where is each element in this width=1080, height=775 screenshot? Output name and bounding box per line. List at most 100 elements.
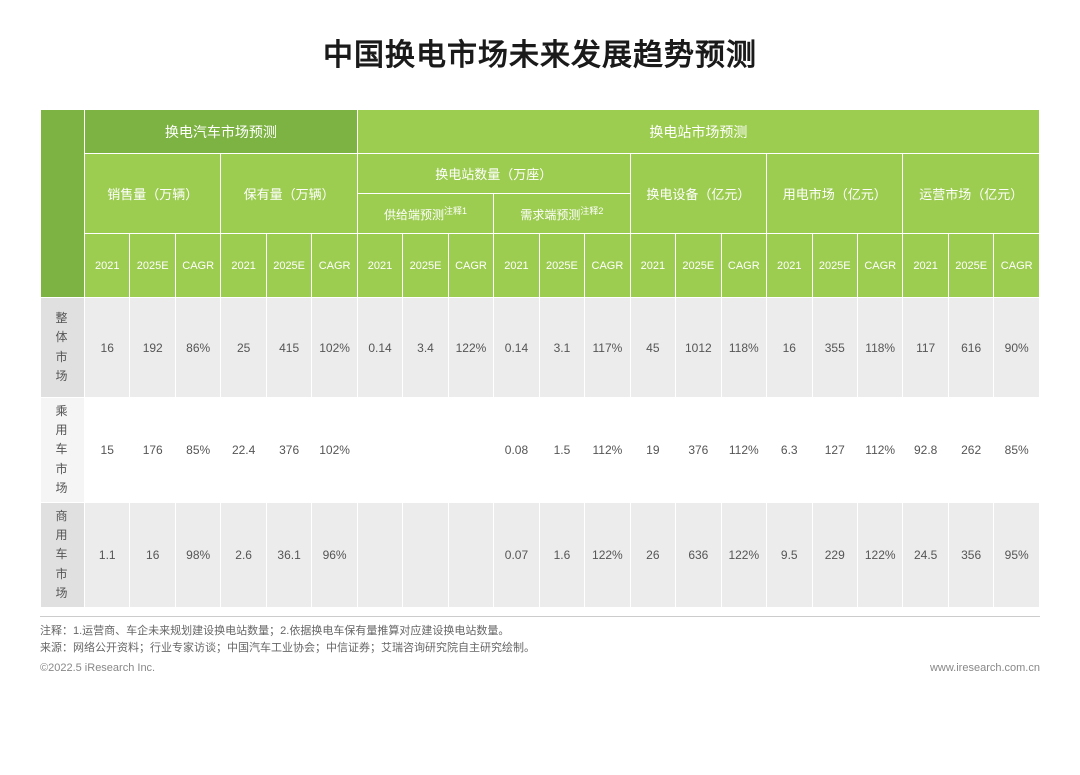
table-cell: 0.14	[357, 298, 402, 398]
table-cell: 98%	[175, 502, 220, 607]
col-2025e: 2025E	[130, 234, 175, 298]
header-equipment: 换电设备（亿元）	[630, 154, 766, 234]
table-cell: 616	[948, 298, 993, 398]
table-cell: 26	[630, 502, 675, 607]
col-2025e: 2025E	[676, 234, 721, 298]
table-cell	[403, 502, 448, 607]
table-cell: 16	[767, 298, 812, 398]
header-demand: 需求端预测注释2	[494, 194, 630, 234]
col-cagr: CAGR	[994, 234, 1040, 298]
table-cell: 6.3	[767, 398, 812, 503]
table-cell: 122%	[857, 502, 902, 607]
table-cell: 1.5	[539, 398, 584, 503]
row-label: 乘 用 车 市 场	[41, 398, 85, 503]
col-2021: 2021	[494, 234, 539, 298]
table-cell	[448, 502, 493, 607]
header-ops: 运营市场（亿元）	[903, 154, 1040, 234]
table-cell	[403, 398, 448, 503]
table-cell: 176	[130, 398, 175, 503]
col-2021: 2021	[357, 234, 402, 298]
table-cell: 355	[812, 298, 857, 398]
table-cell: 45	[630, 298, 675, 398]
header-station-count: 换电站数量（万座）	[357, 154, 630, 194]
table-cell: 22.4	[221, 398, 266, 503]
table-cell: 127	[812, 398, 857, 503]
col-2021: 2021	[903, 234, 948, 298]
table-cell: 85%	[994, 398, 1040, 503]
table-cell: 1.6	[539, 502, 584, 607]
table-cell: 9.5	[767, 502, 812, 607]
col-cagr: CAGR	[312, 234, 357, 298]
table-cell: 1012	[676, 298, 721, 398]
forecast-table: 换电汽车市场预测 换电站市场预测 销售量（万辆） 保有量（万辆） 换电站数量（万…	[40, 109, 1040, 608]
table-cell: 19	[630, 398, 675, 503]
table-cell: 15	[85, 398, 130, 503]
table-cell: 112%	[857, 398, 902, 503]
table-cell: 118%	[721, 298, 766, 398]
table-cell: 16	[130, 502, 175, 607]
footer-site: www.iresearch.com.cn	[930, 660, 1040, 678]
table-cell: 112%	[585, 398, 630, 503]
table-cell: 90%	[994, 298, 1040, 398]
header-ev-market: 换电汽车市场预测	[85, 110, 358, 154]
table-cell: 3.4	[403, 298, 448, 398]
table-cell: 86%	[175, 298, 220, 398]
table-header: 换电汽车市场预测 换电站市场预测 销售量（万辆） 保有量（万辆） 换电站数量（万…	[41, 110, 1040, 298]
table-cell: 102%	[312, 398, 357, 503]
table-row: 商 用 车 市 场1.11698%2.636.196%0.071.6122%26…	[41, 502, 1040, 607]
col-2025e: 2025E	[948, 234, 993, 298]
header-stock: 保有量（万辆）	[221, 154, 357, 234]
table-body: 整 体 市 场1619286%25415102%0.143.4122%0.143…	[41, 298, 1040, 608]
table-cell: 415	[266, 298, 311, 398]
col-2025e: 2025E	[266, 234, 311, 298]
table-cell: 376	[676, 398, 721, 503]
table-cell: 25	[221, 298, 266, 398]
table-cell	[357, 502, 402, 607]
footer: 注释：1.运营商、车企未来规划建设换电站数量；2.依据换电车保有量推算对应建设换…	[40, 616, 1040, 678]
table-cell: 636	[676, 502, 721, 607]
table-cell: 122%	[585, 502, 630, 607]
table-cell: 85%	[175, 398, 220, 503]
col-2021: 2021	[630, 234, 675, 298]
col-cagr: CAGR	[585, 234, 630, 298]
header-supply: 供给端预测注释1	[357, 194, 493, 234]
col-cagr: CAGR	[448, 234, 493, 298]
table-cell: 356	[948, 502, 993, 607]
table-row: 整 体 市 场1619286%25415102%0.143.4122%0.143…	[41, 298, 1040, 398]
table-cell	[448, 398, 493, 503]
col-cagr: CAGR	[857, 234, 902, 298]
header-blank	[41, 110, 85, 298]
table-cell: 262	[948, 398, 993, 503]
col-2021: 2021	[767, 234, 812, 298]
header-years-row: 2021 2025E CAGR 2021 2025E CAGR 2021 202…	[41, 234, 1040, 298]
table-cell: 16	[85, 298, 130, 398]
table-cell: 118%	[857, 298, 902, 398]
table-cell: 117%	[585, 298, 630, 398]
table-cell: 96%	[312, 502, 357, 607]
table-cell: 36.1	[266, 502, 311, 607]
table-cell: 1.1	[85, 502, 130, 607]
table-cell: 3.1	[539, 298, 584, 398]
footer-note: 注释：1.运营商、车企未来规划建设换电站数量；2.依据换电车保有量推算对应建设换…	[40, 623, 1040, 641]
col-cagr: CAGR	[721, 234, 766, 298]
table-cell: 112%	[721, 398, 766, 503]
table-cell: 92.8	[903, 398, 948, 503]
table-cell: 95%	[994, 502, 1040, 607]
table-cell: 122%	[721, 502, 766, 607]
page-title: 中国换电市场未来发展趋势预测	[40, 30, 1040, 74]
table-cell: 117	[903, 298, 948, 398]
row-label: 商 用 车 市 场	[41, 502, 85, 607]
header-sales: 销售量（万辆）	[85, 154, 221, 234]
row-label: 整 体 市 场	[41, 298, 85, 398]
col-2025e: 2025E	[403, 234, 448, 298]
footer-source: 来源：网络公开资料；行业专家访谈；中国汽车工业协会；中信证券；艾瑞咨询研究院自主…	[40, 640, 1040, 658]
header-station-market: 换电站市场预测	[357, 110, 1039, 154]
table-cell: 2.6	[221, 502, 266, 607]
col-2025e: 2025E	[539, 234, 584, 298]
col-2021: 2021	[221, 234, 266, 298]
table-row: 乘 用 车 市 场1517685%22.4376102%0.081.5112%1…	[41, 398, 1040, 503]
table-cell: 0.08	[494, 398, 539, 503]
table-cell: 122%	[448, 298, 493, 398]
table-cell: 24.5	[903, 502, 948, 607]
col-2021: 2021	[85, 234, 130, 298]
